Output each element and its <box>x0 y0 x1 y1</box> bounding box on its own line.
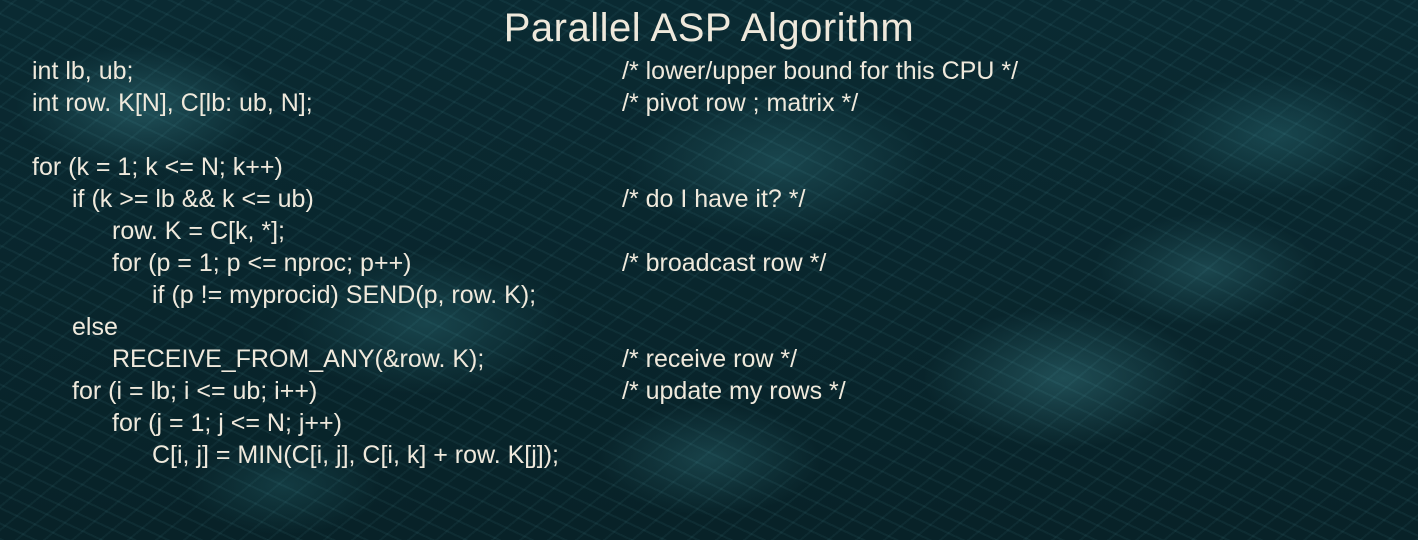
code-text: if (k >= lb && k <= ub) <box>32 183 622 215</box>
code-comment: /* update my rows */ <box>622 375 846 407</box>
code-comment: /* receive row */ <box>622 343 797 375</box>
slide-title: Parallel ASP Algorithm <box>0 6 1418 51</box>
code-comment: /* pivot row ; matrix */ <box>622 87 858 119</box>
code-line: if (p != myprocid) SEND(p, row. K); <box>32 279 1418 311</box>
code-line: else <box>32 311 1418 343</box>
code-text: for (j = 1; j <= N; j++) <box>32 407 622 439</box>
code-text: for (p = 1; p <= nproc; p++) <box>32 247 622 279</box>
code-text: if (p != myprocid) SEND(p, row. K); <box>32 279 622 311</box>
code-line: for (j = 1; j <= N; j++) <box>32 407 1418 439</box>
code-comment: /* broadcast row */ <box>622 247 826 279</box>
code-line: C[i, j] = MIN(C[i, j], C[i, k] + row. K[… <box>32 439 1418 471</box>
code-line: int row. K[N], C[lb: ub, N];/* pivot row… <box>32 87 1418 119</box>
code-text: else <box>32 311 622 343</box>
code-text: for (k = 1; k <= N; k++) <box>32 151 622 183</box>
code-comment: /* do I have it? */ <box>622 183 805 215</box>
code-text: row. K = C[k, *]; <box>32 215 622 247</box>
code-text: C[i, j] = MIN(C[i, j], C[i, k] + row. K[… <box>32 439 622 471</box>
code-text: RECEIVE_FROM_ANY(&row. K); <box>32 343 622 375</box>
code-line: RECEIVE_FROM_ANY(&row. K);/* receive row… <box>32 343 1418 375</box>
code-line: if (k >= lb && k <= ub)/* do I have it? … <box>32 183 1418 215</box>
code-text: int lb, ub; <box>32 55 622 87</box>
code-line: row. K = C[k, *]; <box>32 215 1418 247</box>
code-line: for (k = 1; k <= N; k++) <box>32 151 1418 183</box>
code-text: int row. K[N], C[lb: ub, N]; <box>32 87 622 119</box>
code-line: int lb, ub;/* lower/upper bound for this… <box>32 55 1418 87</box>
slide: Parallel ASP Algorithm int lb, ub;/* low… <box>0 0 1418 540</box>
code-line: for (i = lb; i <= ub; i++)/* update my r… <box>32 375 1418 407</box>
code-line: for (p = 1; p <= nproc; p++)/* broadcast… <box>32 247 1418 279</box>
code-text: for (i = lb; i <= ub; i++) <box>32 375 622 407</box>
blank-line <box>32 119 1418 151</box>
code-comment: /* lower/upper bound for this CPU */ <box>622 55 1018 87</box>
code-block: int lb, ub;/* lower/upper bound for this… <box>0 55 1418 471</box>
